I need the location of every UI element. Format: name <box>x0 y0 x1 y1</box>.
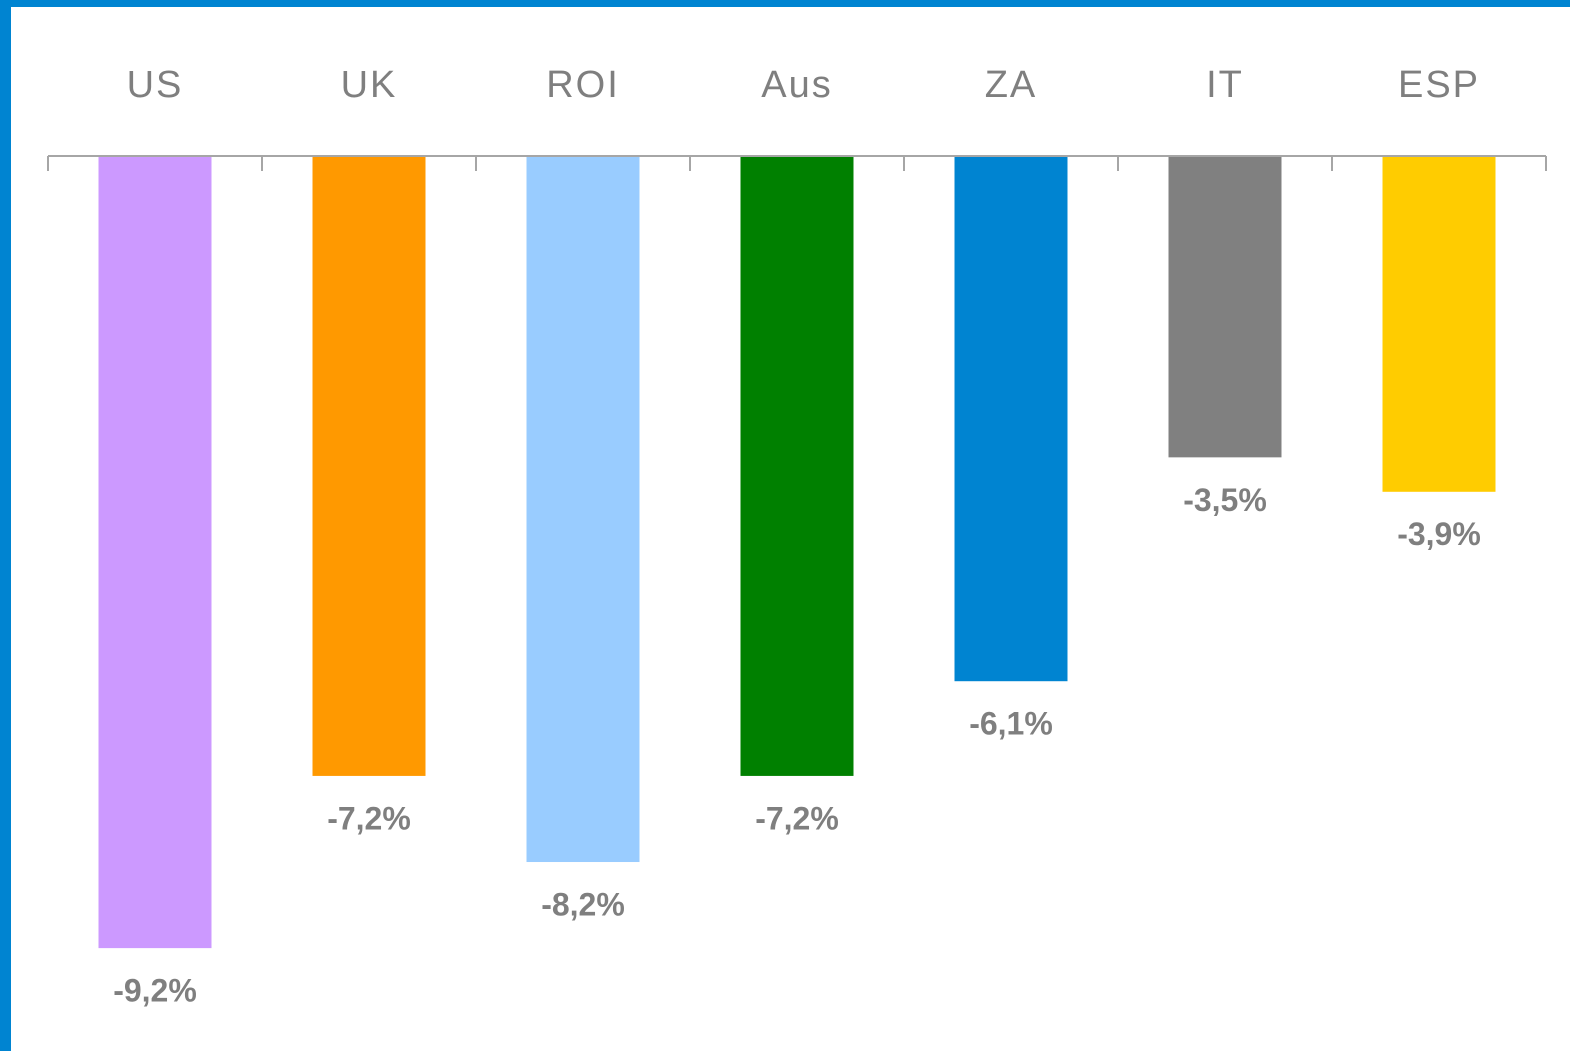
category-label: ROI <box>546 64 620 106</box>
bar <box>1382 156 1496 492</box>
value-label: -9,2% <box>113 973 197 1009</box>
category-label: Aus <box>761 64 832 106</box>
category-label: IT <box>1206 64 1244 106</box>
bar <box>98 156 212 949</box>
value-label: -8,2% <box>541 886 625 922</box>
category-label: UK <box>341 64 398 106</box>
bar <box>954 156 1068 682</box>
bar <box>1168 156 1282 458</box>
value-label: -3,5% <box>1183 482 1267 518</box>
bar <box>740 156 854 776</box>
category-label: ZA <box>985 64 1038 106</box>
value-label: -3,9% <box>1397 516 1481 552</box>
frame-top <box>0 0 1570 7</box>
value-label: -7,2% <box>327 800 411 836</box>
value-label: -6,1% <box>969 706 1053 742</box>
bar <box>526 156 640 863</box>
category-label: ESP <box>1398 64 1480 106</box>
frame-left <box>0 0 11 1051</box>
value-label: -7,2% <box>755 800 839 836</box>
bar <box>312 156 426 776</box>
category-label: US <box>127 64 184 106</box>
